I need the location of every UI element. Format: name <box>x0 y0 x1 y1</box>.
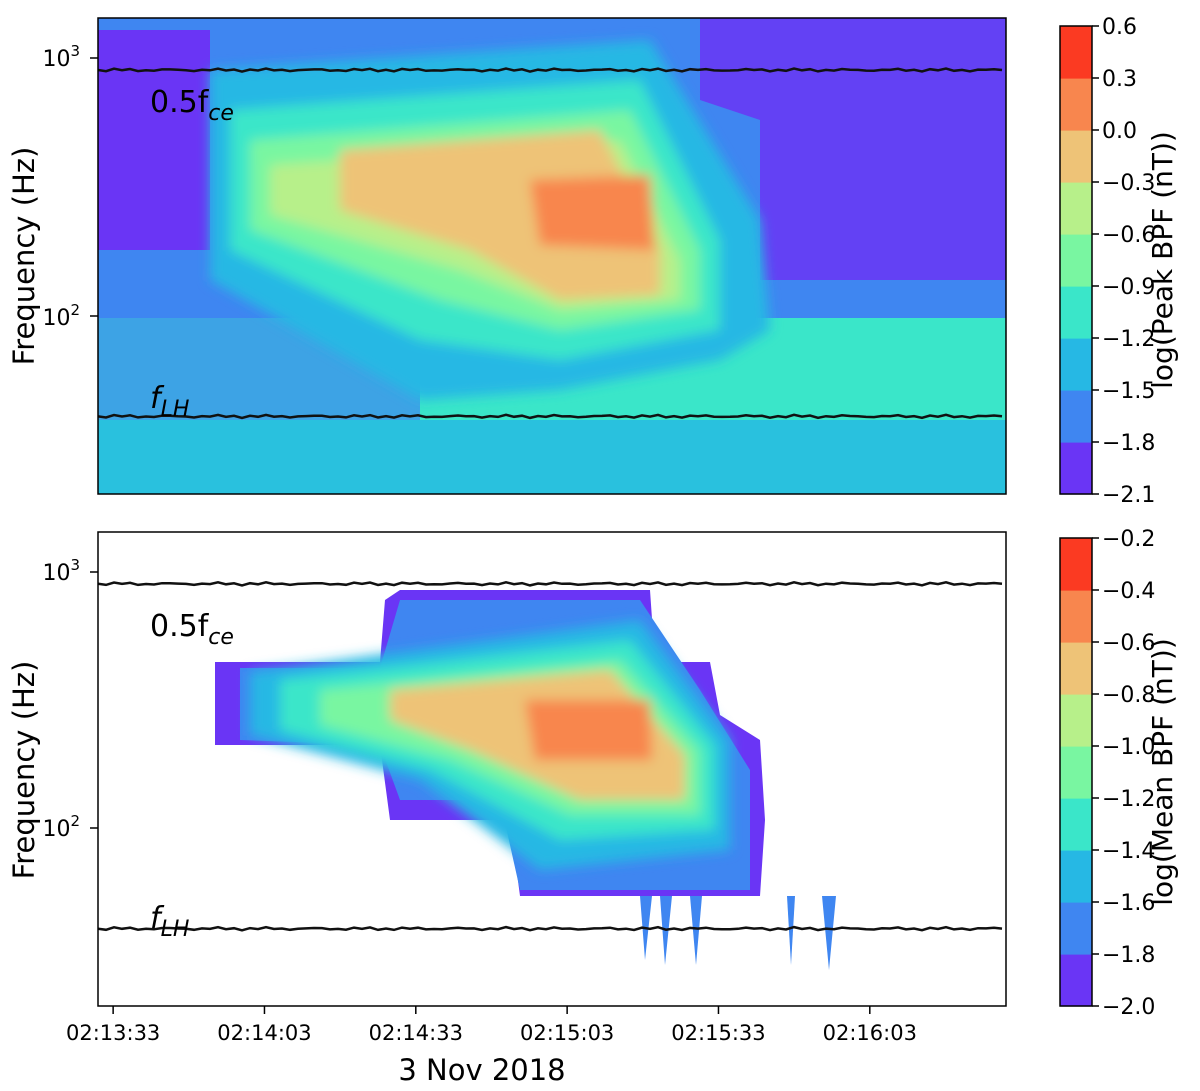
top-panel: 0.5fce fLH 103 102 Frequency (Hz) 0.60.3… <box>7 15 1179 508</box>
bottom-colorbar-tick-label: −0.4 <box>1102 579 1155 604</box>
top-colorbar-swatch <box>1060 234 1092 287</box>
bottom-colorbar-tick-label: −1.4 <box>1102 839 1155 864</box>
bottom-spectrogram <box>98 581 1003 970</box>
bottom-colorbar-tick-label: −0.6 <box>1102 631 1155 656</box>
xaxis-tick-label: 02:15:03 <box>520 1021 614 1045</box>
bottom-fce-line <box>98 581 1003 587</box>
top-colorbar-swatch <box>1060 390 1092 443</box>
bottom-spike-4 <box>822 896 836 970</box>
xaxis-date-label: 3 Nov 2018 <box>398 1053 565 1087</box>
top-colorbar-tick-label: 0.0 <box>1102 119 1137 144</box>
bottom-colorbar: −0.2 −0.4 −0.6 −0.8 −1.0 −1.2 −1.4 −1.6 −1.8 −2.0… <box>1059 527 1179 1020</box>
top-colorbar-tick-label: −0.6 <box>1102 223 1155 248</box>
bottom-spike-1 <box>640 896 672 965</box>
bottom-colorbar-swatch <box>1060 902 1092 955</box>
top-fce-line <box>98 67 1003 73</box>
top-flh-line <box>98 413 1003 420</box>
top-colorbar-swatch <box>1060 26 1092 79</box>
xaxis-tick-label: 02:14:03 <box>217 1021 311 1045</box>
xaxis-tick-label: 02:14:33 <box>369 1021 463 1045</box>
top-colorbar-frame <box>1059 25 1093 495</box>
bottom-colorbar-swatch <box>1060 694 1092 747</box>
top-colorbar-swatch <box>1060 182 1092 235</box>
top-colorbar-swatch <box>1060 130 1092 183</box>
top-upper-left-band <box>98 30 210 250</box>
bottom-colorbar-tick-label: −1.2 <box>1102 787 1155 812</box>
top-blob-level-6 <box>530 175 655 250</box>
bottom-colorbar-tick-label: −2.0 <box>1102 995 1155 1020</box>
bottom-colorbar-tick-label: −0.2 <box>1102 527 1155 552</box>
top-ytick-1000: 103 <box>42 42 80 72</box>
bottom-colorbar-swatch <box>1060 590 1092 643</box>
xaxis-tick-label: 02:13:33 <box>66 1021 160 1045</box>
bottom-colorbar-swatch <box>1060 850 1092 903</box>
top-upper-right-band <box>98 18 1006 280</box>
bottom-panel: 0.5fce fLH 103 102 Frequency (Hz) 02:13:… <box>7 527 1179 1087</box>
top-bottom-band <box>98 420 1006 494</box>
bottom-colorbar-tick-label: −1.6 <box>1102 891 1155 916</box>
top-colorbar-tick-label: −2.1 <box>1102 483 1155 508</box>
top-colorbar-swatch <box>1060 286 1092 339</box>
top-emission-blob <box>210 40 770 400</box>
top-colorbar-tick-label: −1.5 <box>1102 379 1155 404</box>
xaxis-tick-label: 02:16:03 <box>823 1021 917 1045</box>
bottom-emission-blob <box>250 620 730 870</box>
top-colorbar-tick-label: −1.8 <box>1102 431 1155 456</box>
bottom-colorbar-swatch <box>1060 642 1092 695</box>
bottom-colorbar-swatches <box>1060 538 1092 1007</box>
top-colorbar-ticks: 0.6 0.3 0.0 −0.3 −0.6 −0.9 −1.2 −1.5 −1.8 −2.1 <box>1092 15 1155 508</box>
top-colorbar-swatch <box>1060 338 1092 391</box>
bottom-blob-level-7 <box>525 700 652 760</box>
top-colorbar-swatch <box>1060 78 1092 131</box>
bottom-ytick-1000: 103 <box>42 556 80 586</box>
top-colorbar-tick-label: −0.9 <box>1102 275 1155 300</box>
top-colorbar-tick-label: −1.2 <box>1102 327 1155 352</box>
bottom-ylabel: Frequency (Hz) <box>7 661 41 880</box>
bottom-plot-frame <box>97 531 1007 1007</box>
bottom-xaxis-ticks: 02:13:33 02:14:03 02:14:33 02:15:03 02:15:33… <box>66 1006 917 1045</box>
xaxis-tick-label: 02:15:33 <box>671 1021 765 1045</box>
bottom-colorbar-ticks: −0.2 −0.4 −0.6 −0.8 −1.0 −1.2 −1.4 −1.6 −1.8 −2.0 <box>1092 527 1155 1020</box>
bottom-colorbar-label: log(Mean BPF (nT)) <box>1146 638 1179 906</box>
top-spectrogram <box>98 18 1006 494</box>
bottom-colorbar-swatch <box>1060 538 1092 591</box>
bottom-colorbar-swatch <box>1060 798 1092 851</box>
bottom-fce-label: 0.5fce <box>150 609 234 650</box>
bottom-colorbar-tick-label: −1.8 <box>1102 943 1155 968</box>
bottom-colorbar-swatch <box>1060 746 1092 799</box>
bottom-colorbar-tick-label: −0.8 <box>1102 683 1155 708</box>
top-colorbar-tick-label: 0.6 <box>1102 15 1137 40</box>
bottom-spike-3 <box>787 896 795 965</box>
top-colorbar-swatch <box>1060 442 1092 495</box>
top-plot-frame <box>97 17 1007 495</box>
top-ytick-100: 102 <box>42 301 80 331</box>
bottom-flh-line <box>98 925 1003 932</box>
bottom-colorbar-swatch <box>1060 954 1092 1007</box>
top-blob-level-5 <box>340 130 660 300</box>
top-colorbar-tick-label: 0.3 <box>1102 67 1137 92</box>
top-colorbar-label: log(Peak BPF (nT)) <box>1146 131 1179 389</box>
top-fce-label: 0.5fce <box>150 85 234 126</box>
top-colorbar-tick-label: −0.3 <box>1102 171 1155 196</box>
top-ylabel: Frequency (Hz) <box>7 147 41 366</box>
top-colorbar-swatches <box>1060 26 1092 495</box>
bottom-colorbar-tick-label: −1.0 <box>1102 735 1155 760</box>
top-colorbar: 0.6 0.3 0.0 −0.3 −0.6 −0.9 −1.2 −1.5 −1.8 −2.1 lo… <box>1059 15 1179 508</box>
bottom-colorbar-frame <box>1059 537 1093 1007</box>
bottom-ytick-100: 102 <box>42 812 80 842</box>
bottom-spike-2 <box>690 896 702 965</box>
